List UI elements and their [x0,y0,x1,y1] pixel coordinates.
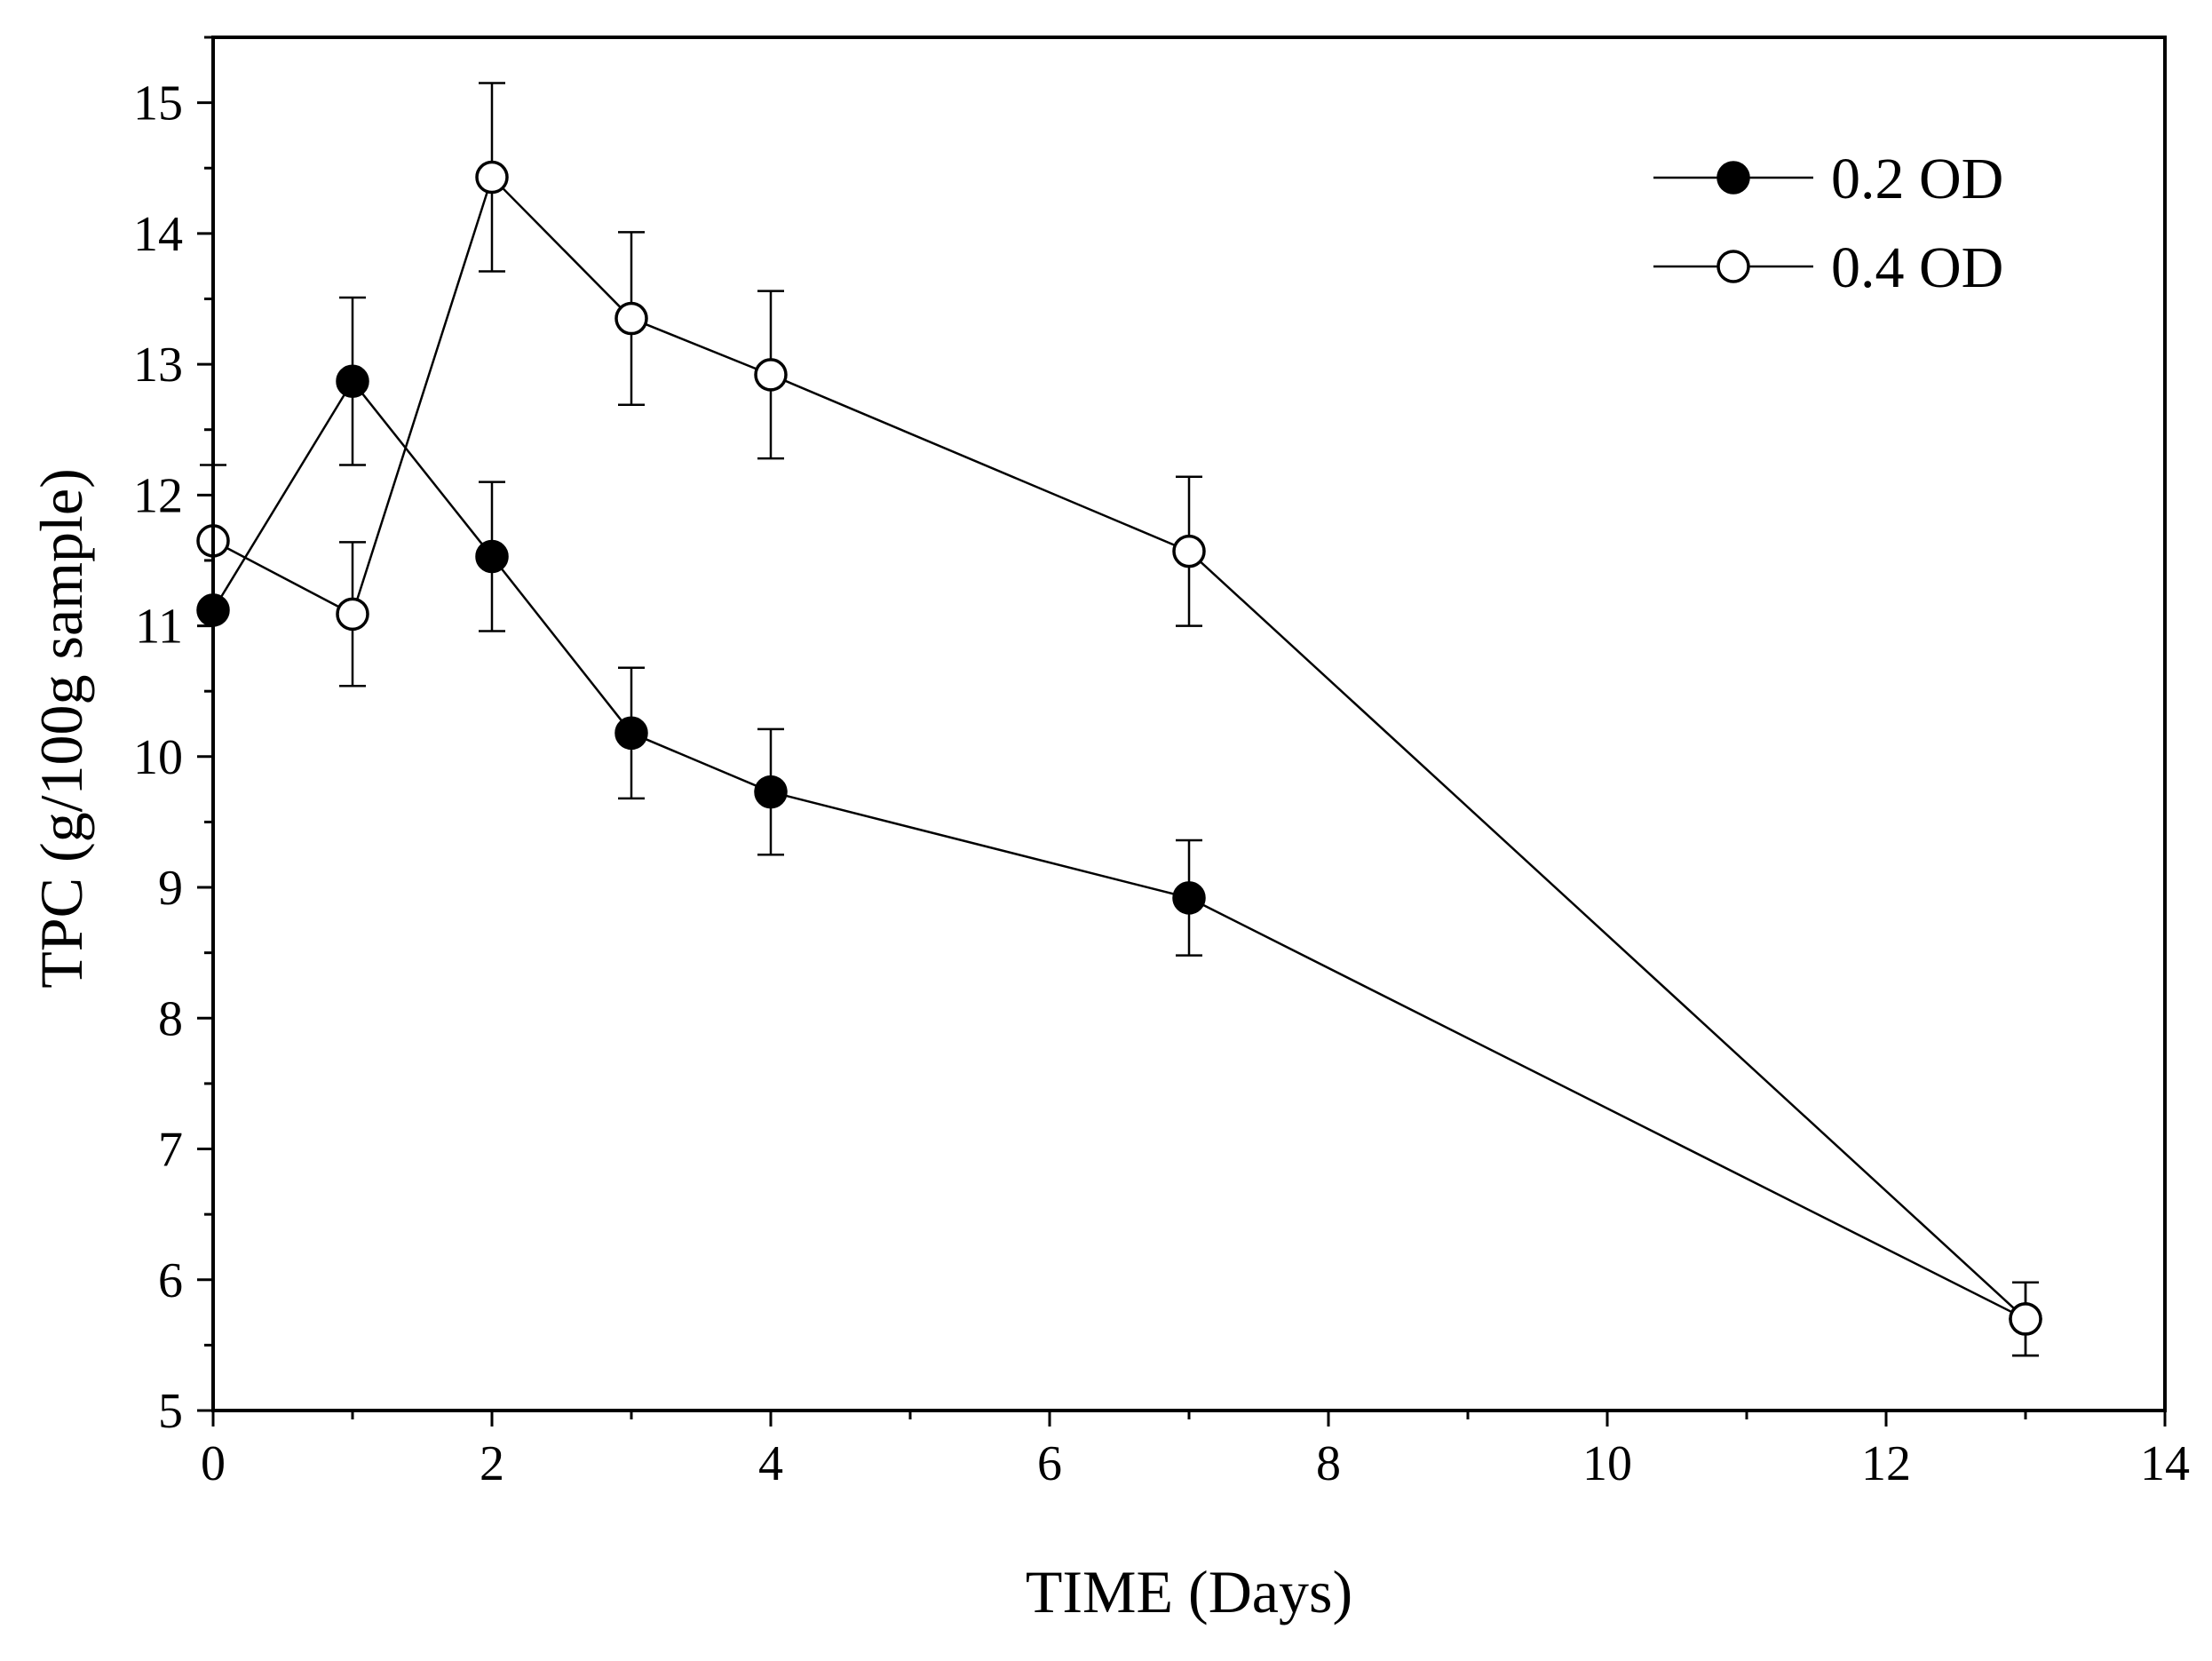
data-point [336,364,369,398]
x-tick-label: 14 [2140,1436,2190,1491]
y-tick-label: 15 [133,76,183,131]
series-filled [211,296,2039,1357]
y-tick-label: 5 [158,1384,183,1439]
y-axis-title: TPC (g/100g sample) [28,468,95,989]
data-point [614,301,648,336]
series-line [212,175,2026,1320]
y-tick-label: 11 [135,600,183,655]
legend-marker [1716,250,1750,283]
y-tick-label: 14 [133,207,183,262]
data-point [2009,1302,2042,1336]
y-tick-label: 6 [158,1253,183,1308]
x-tick-label: 0 [201,1436,226,1491]
data-point [754,775,788,809]
x-tick-label: 2 [480,1436,504,1491]
y-tick-label: 7 [158,1123,183,1178]
data-point [1172,534,1206,568]
legend-item: 0.4 OD [1653,235,2003,300]
x-axis-title: TIME (Days) [1026,1558,1352,1625]
data-point [754,358,788,392]
y-tick-label: 10 [133,730,183,785]
legend-label: 0.2 OD [1831,147,2003,211]
y-tick-label: 12 [133,468,183,523]
data-point [336,597,369,632]
legend-label: 0.4 OD [1831,235,2003,300]
y-tick-label: 13 [133,338,183,393]
x-tick-label: 10 [1582,1436,1632,1491]
x-tick-label: 4 [758,1436,783,1491]
x-tick-label: 8 [1316,1436,1341,1491]
x-tick-label: 6 [1037,1436,1062,1491]
y-tick-label: 8 [158,991,183,1046]
data-point [475,160,509,195]
legend-marker [1716,161,1750,195]
legend-item: 0.2 OD [1653,147,2003,211]
y-tick-label: 9 [158,861,183,916]
series-open [200,82,2039,1357]
data-point [614,716,648,751]
data-point [1172,881,1206,915]
x-tick-label: 12 [1861,1436,1911,1491]
data-point [475,539,509,574]
